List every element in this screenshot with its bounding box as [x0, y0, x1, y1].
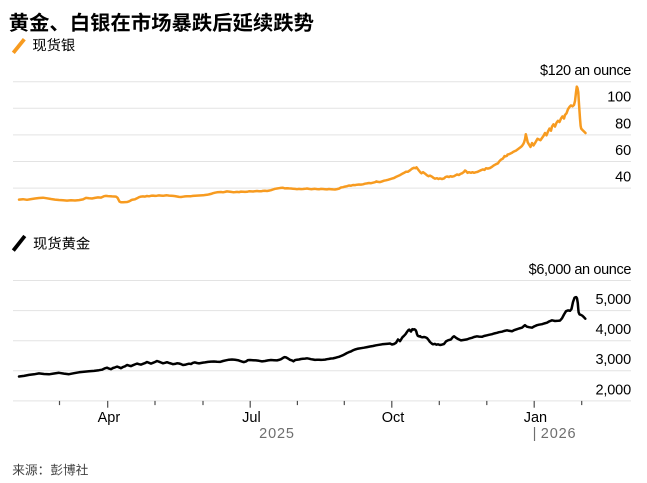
svg-text:2,000: 2,000 — [595, 382, 631, 398]
svg-text:$120 an ounce: $120 an ounce — [540, 63, 631, 79]
svg-text:Apr: Apr — [98, 410, 121, 426]
svg-text:4,000: 4,000 — [595, 322, 631, 338]
svg-text:Jul: Jul — [242, 410, 261, 426]
svg-text:|: | — [533, 426, 537, 442]
svg-text:5,000: 5,000 — [595, 292, 631, 308]
svg-text:2025: 2025 — [259, 426, 295, 442]
svg-text:80: 80 — [615, 116, 631, 132]
svg-text:Jan: Jan — [524, 410, 547, 426]
svg-text:3,000: 3,000 — [595, 352, 631, 368]
svg-text:Oct: Oct — [382, 410, 405, 426]
svg-text:2026: 2026 — [541, 426, 577, 442]
svg-text:40: 40 — [615, 170, 631, 186]
svg-text:100: 100 — [607, 90, 631, 106]
svg-text:$6,000 an ounce: $6,000 an ounce — [529, 262, 632, 278]
svg-text:60: 60 — [615, 143, 631, 159]
